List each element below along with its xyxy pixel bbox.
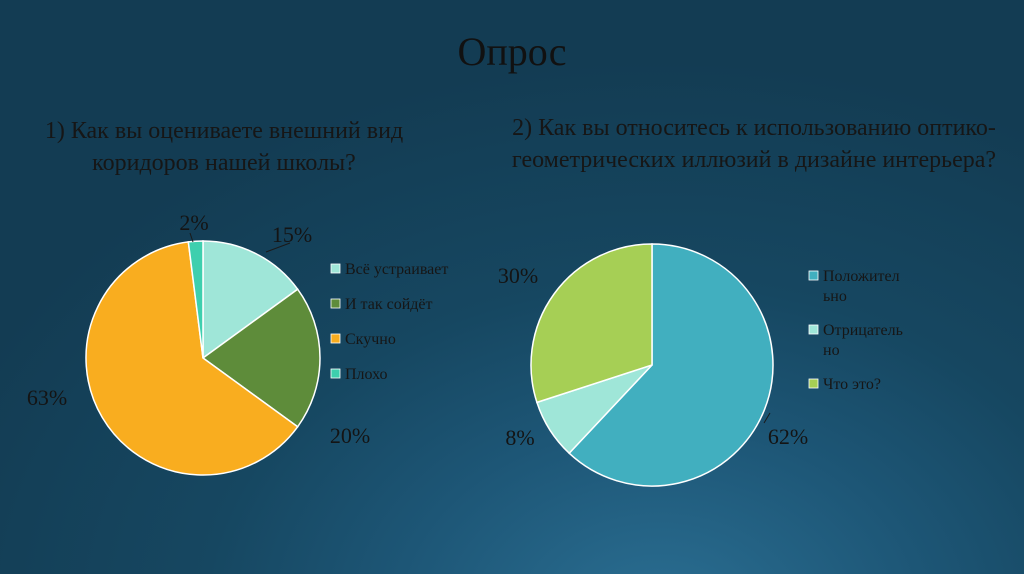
chart2-data-label-2: 8% [505, 425, 534, 450]
chart2-legend-swatch-1 [808, 270, 819, 281]
chart1-slice-2 [201, 288, 321, 428]
chart1-legend-label-2: И так сойдёт [345, 296, 433, 313]
chart2-data-label-3: 30% [498, 263, 538, 288]
chart1-legend-swatch-1 [330, 263, 341, 274]
chart1-legend-label-4: Плохо [345, 366, 388, 383]
chart2-title: 2) Как вы относитесь к использованию опт… [511, 115, 997, 173]
chart2-leader-line-1 [763, 412, 771, 424]
chart1-legend-label-3: Скучно [345, 331, 396, 348]
chart1-slice-1 [202, 240, 299, 360]
slide-title: Опрос [457, 29, 567, 74]
chart2-legend-label-1: Положител ьно [823, 268, 900, 305]
chart2-data-label-1: 62% [768, 424, 808, 449]
chart1-legend-swatch-2 [330, 298, 341, 309]
chart1-data-label-1: 15% [272, 222, 312, 247]
chart1-slice-4 [187, 240, 204, 359]
chart1-leader-line-1 [265, 242, 291, 253]
chart1-title: 1) Как вы оцениваете внешний вид коридор… [44, 118, 404, 176]
chart2-slice-3 [530, 243, 653, 404]
chart2-slice-1 [568, 243, 774, 487]
chart1-data-label-3: 63% [27, 385, 67, 410]
chart2-legend-swatch-3 [808, 378, 819, 389]
chart1-data-label-2: 20% [330, 423, 370, 448]
chart1-data-label-4: 2% [179, 210, 208, 235]
chart2-legend-label-3: Что это? [823, 376, 881, 393]
chart1-legend-swatch-4 [330, 368, 341, 379]
chart1-slice-3 [85, 241, 299, 476]
chart1-leader-line-2 [189, 232, 194, 243]
chart2-legend-label-2: Отрицатель но [823, 322, 903, 359]
chart1-legend-swatch-3 [330, 333, 341, 344]
chart1-legend-label-1: Всё устраивает [345, 261, 448, 278]
chart2-legend-swatch-2 [808, 324, 819, 335]
